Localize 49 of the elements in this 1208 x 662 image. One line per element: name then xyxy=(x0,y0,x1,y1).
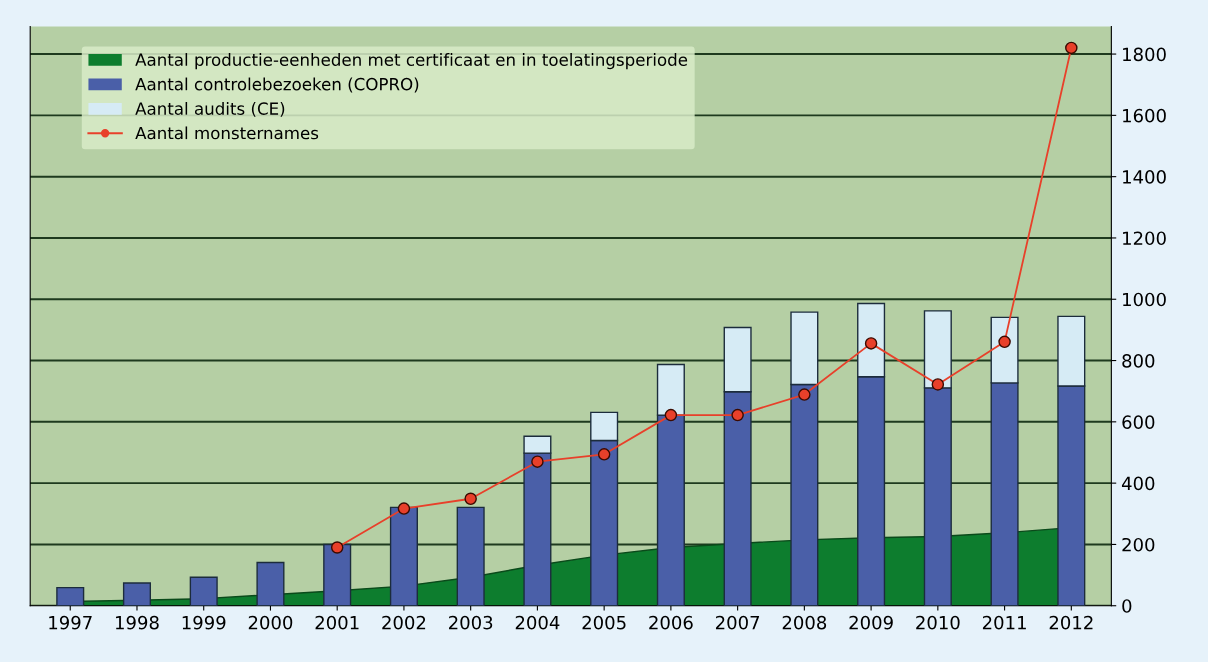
y-tick-label: 1400 xyxy=(1123,170,1166,184)
point xyxy=(464,492,477,506)
bar xyxy=(389,506,418,606)
y-tick-label: 1800 xyxy=(1123,47,1166,62)
bar xyxy=(56,586,85,606)
x-tick-label: 2007 xyxy=(715,615,760,630)
point xyxy=(798,388,811,401)
y-tick-label: 200 xyxy=(1122,537,1155,552)
x-tick-label: 1999 xyxy=(182,615,226,630)
x-tick-label: 2012 xyxy=(1049,615,1093,630)
x-tick-label: 2002 xyxy=(382,615,426,630)
point xyxy=(998,335,1011,349)
x-tick-label: 2009 xyxy=(849,615,893,630)
x-tick-label: 2004 xyxy=(515,615,560,630)
bar xyxy=(189,576,218,606)
y-tick-label: 800 xyxy=(1122,354,1155,368)
x-tick-label: 1998 xyxy=(115,615,159,630)
legend-label: Aantal audits (CE) xyxy=(135,101,285,117)
x-tick-label: 2006 xyxy=(649,615,693,630)
legend-label: Aantal controlebezoeken (COPRO) xyxy=(135,77,419,93)
point xyxy=(330,541,344,554)
y-tick-label: 400 xyxy=(1121,476,1155,491)
x-tick-label: 2008 xyxy=(782,615,827,630)
bar xyxy=(323,543,352,606)
x-tick-label: 2011 xyxy=(982,615,1026,630)
y-tick-label: 1200 xyxy=(1123,231,1166,246)
x-tick-label: 1997 xyxy=(49,615,92,630)
bar xyxy=(256,561,285,606)
point xyxy=(597,448,611,461)
bar xyxy=(456,506,485,606)
y-tick-label: 0 xyxy=(1122,599,1132,613)
point xyxy=(397,502,411,515)
legend-label: Aantal productie-eenheden met certificaat en in toelatingsperiode xyxy=(135,53,688,70)
point xyxy=(1065,41,1078,55)
y-tick-label: 600 xyxy=(1122,415,1155,429)
y-tick-label: 1000 xyxy=(1123,292,1166,307)
point xyxy=(931,378,945,391)
x-tick-label: 2010 xyxy=(916,615,960,630)
point xyxy=(731,408,744,422)
legend-label: Aantal monsternames xyxy=(135,126,319,140)
x-tick-label: 2005 xyxy=(582,615,626,630)
bar xyxy=(122,582,152,606)
x-tick-label: 2001 xyxy=(315,615,359,630)
x-tick-label: 2000 xyxy=(248,615,293,630)
point xyxy=(531,455,544,468)
point xyxy=(864,337,878,350)
x-tick-label: 2003 xyxy=(449,615,493,630)
y-tick-label: 1600 xyxy=(1123,108,1166,123)
point xyxy=(664,408,678,422)
